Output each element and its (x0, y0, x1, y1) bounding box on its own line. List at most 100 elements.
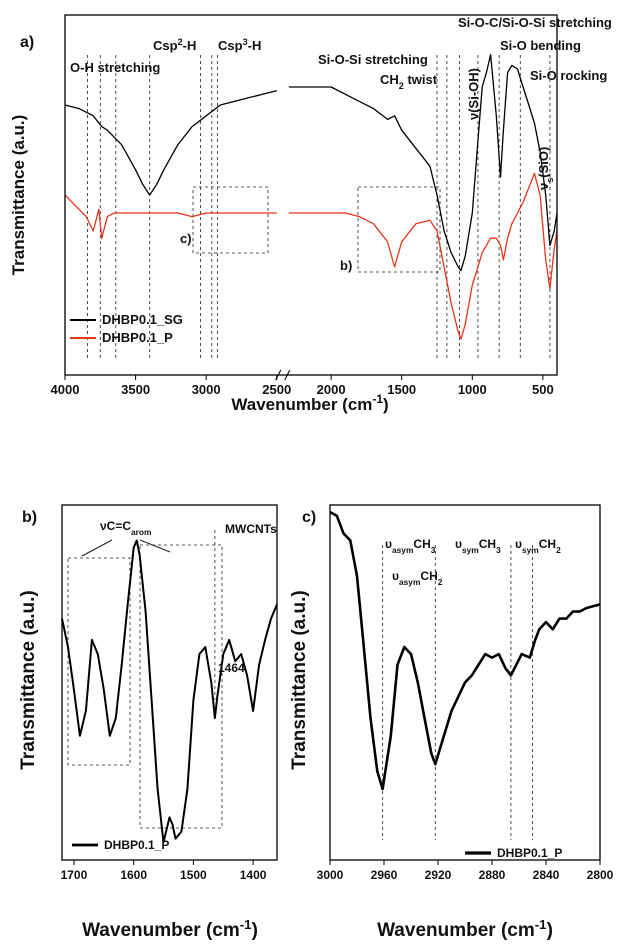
legend-label: DHBP0.1_P (104, 838, 169, 852)
x-tick-label: 1400 (240, 868, 267, 882)
text-part: Si-O bending (500, 38, 581, 53)
text-part: 2 (399, 81, 404, 91)
annotation: υasymCH2 (392, 569, 443, 587)
x-tick-label: 500 (532, 382, 554, 397)
text-part: υ (392, 569, 399, 583)
text-part: 3 (496, 545, 501, 555)
text-part: ) (383, 395, 389, 414)
x-axis-title: Wavenumber (cm-1) (231, 392, 388, 414)
text-part: ) (547, 920, 553, 941)
panel-label: c) (302, 509, 316, 526)
text-part: Si-O rocking (530, 68, 607, 83)
text-part: 3 (431, 545, 436, 555)
zoom-box (357, 186, 441, 273)
legend-label: DHBP0.1_P (497, 846, 562, 860)
annotation: MWCNTs (225, 522, 277, 536)
x-tick-label: 1000 (458, 382, 487, 397)
text-part: Si-O-Si stretching (318, 52, 428, 67)
text-part: asym (399, 577, 420, 587)
panel-label: a) (20, 34, 34, 51)
text-part: υ (515, 537, 522, 551)
annotation: Si-O-Si stretching (318, 52, 428, 67)
annotation: νC=Carom (100, 519, 152, 537)
y-axis-title: Transmittance (a.u.) (9, 115, 28, 276)
text-part: CH (380, 72, 399, 87)
x-tick-label: 3000 (192, 382, 221, 397)
x-axis-title: Wavenumber (cm-1) (82, 917, 258, 942)
text-part: CH (413, 537, 430, 551)
text-part: CH (539, 537, 556, 551)
text-part: ν (536, 183, 551, 190)
x-tick-label: 1700 (61, 868, 88, 882)
text-part: twist (404, 72, 438, 87)
text-part: 2 (438, 577, 443, 587)
plot-frame (61, 504, 278, 861)
text-part: c) (180, 231, 192, 246)
text-part: -1 (535, 917, 547, 932)
x-tick-label: 1500 (180, 868, 207, 882)
panel-label: b) (22, 509, 37, 526)
text-part: O-H stretching (70, 60, 160, 75)
text-part: υ (385, 537, 392, 551)
annotation: υsymCH3 (455, 537, 501, 555)
text-part: υ (455, 537, 462, 551)
annotation: c) (180, 231, 192, 246)
text-part: b) (340, 258, 352, 273)
text-part: Transmittance (a.u.) (9, 115, 28, 276)
text-part: 1464 (218, 661, 245, 675)
annotation: Csp3-H (218, 37, 261, 53)
x-tick-label: 3500 (121, 382, 150, 397)
annotation: CH2 twist (380, 72, 438, 91)
x-axis-title: Wavenumber (cm-1) (377, 917, 553, 942)
zoom-box (192, 186, 269, 254)
x-tick-label: 2960 (371, 868, 398, 882)
text-part: CH (479, 537, 496, 551)
spectrum-line (329, 510, 601, 791)
annotation: Si-O-C/Si-O-Si stretching (458, 15, 612, 30)
spectrum-line (64, 172, 558, 340)
text-part: sym (462, 545, 479, 555)
arrow (139, 539, 171, 553)
annotation: Csp2-H (153, 37, 196, 53)
text-part: CH (420, 569, 437, 583)
text-part: Csp (218, 38, 243, 53)
x-tick-label: 1600 (120, 868, 147, 882)
annotation: Si-O bending (500, 38, 581, 53)
x-tick-label: 4000 (51, 382, 80, 397)
annotation: υasymCH3 (385, 537, 436, 555)
annotation: Si-O rocking (530, 68, 607, 83)
x-tick-label: 2920 (425, 868, 452, 882)
y-axis-title: Transmittance (a.u.) (289, 590, 310, 770)
text-part: -1 (240, 917, 252, 932)
x-tick-label: 2880 (479, 868, 506, 882)
spectrum-line (64, 53, 558, 272)
text-part: Transmittance (a.u.) (18, 590, 39, 770)
text-part: νC=C (100, 519, 131, 533)
text-part: 3 (243, 37, 248, 47)
plot-frame (329, 504, 601, 861)
annotation: b) (340, 258, 352, 273)
text-part: Transmittance (a.u.) (289, 590, 310, 770)
x-tick-label: 2800 (587, 868, 614, 882)
text-part: s (545, 178, 555, 183)
text-part: -H (248, 38, 262, 53)
text-part: asym (392, 545, 413, 555)
x-tick-label: 2000 (317, 382, 346, 397)
legend-label: DHBP0.1_SG (102, 312, 183, 327)
text-part: (SiO) (536, 147, 551, 178)
text-part: 2 (556, 545, 561, 555)
text-part: -H (183, 38, 197, 53)
legend-label: DHBP0.1_P (102, 330, 173, 345)
text-part: Si-O-C/Si-O-Si stretching (458, 15, 612, 30)
x-tick-label: 2500 (262, 382, 291, 397)
spectrum-line (61, 539, 278, 844)
text-part: sym (522, 545, 539, 555)
annotation: 1464 (218, 661, 245, 675)
text-part: ) (252, 920, 258, 941)
arrow (81, 539, 113, 557)
text-part: Wavenumber (cm (82, 920, 240, 941)
text-part: 2 (178, 37, 183, 47)
text-part: arom (131, 527, 151, 537)
x-tick-label: 3000 (317, 868, 344, 882)
